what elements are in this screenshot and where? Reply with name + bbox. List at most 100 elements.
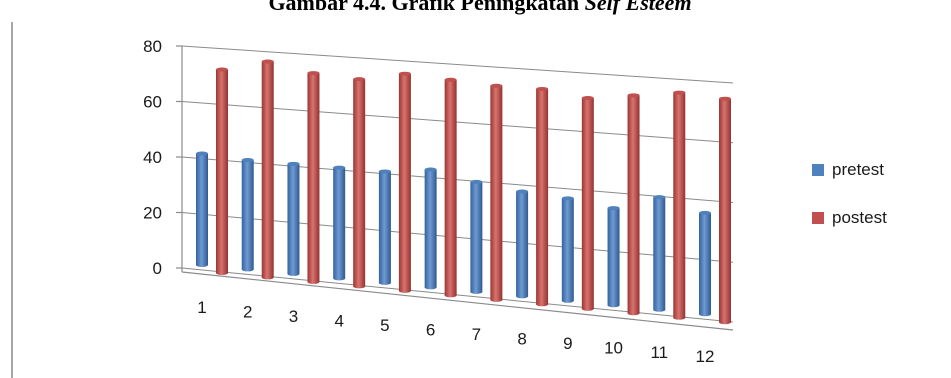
bar-body bbox=[653, 197, 666, 310]
x-tick-label: 2 bbox=[243, 302, 252, 321]
x-tick-labels: 1 2 3 4 5 6 7 8 9 10 11 12 bbox=[197, 298, 714, 366]
gridline-80 bbox=[181, 45, 734, 84]
bar-body bbox=[261, 61, 274, 278]
bar-body bbox=[378, 171, 391, 283]
bar-postest-4 bbox=[353, 77, 366, 289]
bar-top bbox=[261, 59, 274, 64]
bar-body bbox=[424, 169, 437, 288]
bar-top bbox=[307, 71, 320, 76]
bar-top bbox=[333, 165, 346, 170]
bar-bottom bbox=[719, 320, 731, 325]
bar-top bbox=[607, 206, 620, 211]
bar-top bbox=[699, 210, 711, 215]
bar-postest-12 bbox=[719, 96, 731, 325]
bar-body bbox=[241, 160, 254, 270]
bar-bottom bbox=[607, 303, 620, 308]
bar-pretest-2 bbox=[241, 158, 254, 272]
bar-top bbox=[536, 86, 549, 91]
x-axis bbox=[181, 271, 734, 331]
bar-postest-7 bbox=[490, 83, 503, 302]
bar-top bbox=[516, 189, 529, 194]
gridline-20 bbox=[181, 212, 734, 263]
bar-bottom bbox=[398, 288, 411, 293]
bar-postest-1 bbox=[216, 67, 228, 275]
legend-label-pretest: pretest bbox=[832, 160, 884, 179]
x-tick-label: 3 bbox=[289, 307, 298, 326]
bar-top bbox=[719, 96, 731, 101]
bar-top bbox=[398, 71, 411, 76]
bar-postest-3 bbox=[307, 71, 320, 284]
bar-body bbox=[333, 167, 346, 279]
legend-label-postest: postest bbox=[832, 208, 887, 227]
bar-bottom bbox=[470, 289, 483, 294]
y-tick-label: 60 bbox=[143, 93, 162, 112]
x-tick-label: 5 bbox=[380, 316, 389, 335]
bar-body bbox=[307, 73, 320, 282]
bar-bottom bbox=[627, 311, 640, 316]
bar-postest-5 bbox=[398, 71, 411, 293]
bar-pretest-10 bbox=[607, 206, 620, 308]
y-tick-labels: 0 20 40 60 80 bbox=[143, 37, 182, 278]
bar-bottom bbox=[561, 298, 574, 303]
bar-bottom bbox=[424, 285, 437, 290]
legend: pretest postest bbox=[812, 160, 887, 227]
bar-top bbox=[287, 161, 300, 166]
bar-pretest-9 bbox=[561, 196, 574, 303]
bar-body bbox=[627, 95, 640, 314]
bar-body bbox=[719, 98, 731, 323]
bar-body bbox=[581, 98, 594, 309]
bar-body bbox=[287, 163, 300, 274]
bar-body bbox=[398, 73, 411, 291]
bar-top bbox=[353, 77, 366, 82]
bar-top bbox=[627, 93, 640, 98]
bar-bottom bbox=[287, 271, 300, 276]
bar-body bbox=[353, 79, 366, 287]
x-tick-label: 12 bbox=[696, 347, 715, 366]
bar-body bbox=[516, 191, 529, 297]
chart-title-italic: Self Esteem bbox=[585, 0, 692, 15]
bar-pretest-5 bbox=[378, 169, 391, 285]
bar-body bbox=[490, 85, 503, 300]
bar-top bbox=[653, 195, 666, 200]
bar-postest-9 bbox=[581, 96, 594, 311]
bar-top bbox=[673, 90, 686, 95]
gridline-60 bbox=[181, 101, 734, 144]
bar-pretest-11 bbox=[653, 195, 666, 312]
bar-pretest-12 bbox=[699, 210, 711, 317]
bar-pretest-1 bbox=[196, 151, 208, 267]
bar-body bbox=[673, 92, 686, 318]
bar-bottom bbox=[307, 279, 320, 284]
bar-bottom bbox=[378, 280, 391, 285]
x-tick-label: 7 bbox=[472, 325, 481, 344]
bar-postest-11 bbox=[673, 90, 686, 320]
x-tick-label: 6 bbox=[426, 320, 435, 339]
bar-top bbox=[470, 179, 483, 184]
bar-bottom bbox=[581, 306, 594, 311]
gridline-0 bbox=[181, 267, 734, 323]
y-tick-label: 0 bbox=[153, 259, 162, 278]
chart-title: Gambar 4.4. Grafik Peningkatan Self Este… bbox=[268, 0, 691, 15]
bar-postest-10 bbox=[627, 93, 640, 316]
bar-pretest-7 bbox=[470, 179, 483, 294]
bar-top bbox=[444, 77, 457, 82]
y-tick-label: 80 bbox=[143, 37, 162, 56]
bar-body bbox=[470, 181, 483, 292]
x-tick-label: 11 bbox=[650, 343, 668, 362]
bar-bottom bbox=[353, 284, 366, 289]
bar-top bbox=[196, 151, 208, 156]
gridline-40 bbox=[181, 156, 734, 203]
bar-pretest-3 bbox=[287, 161, 300, 276]
legend-swatch-pretest bbox=[812, 164, 824, 176]
x-tick-label: 1 bbox=[197, 298, 206, 317]
bar-bottom bbox=[653, 307, 666, 312]
bar-bottom bbox=[261, 275, 274, 280]
chart-title-main: Gambar 4.4. Grafik Peningkatan bbox=[268, 0, 584, 15]
legend-swatch-postest bbox=[812, 212, 824, 224]
y-tick-label: 40 bbox=[143, 148, 162, 167]
bar-top bbox=[378, 169, 391, 174]
bar-body bbox=[196, 153, 208, 265]
gridlines bbox=[181, 45, 734, 323]
bar-bottom bbox=[699, 312, 711, 317]
bar-body bbox=[699, 212, 711, 315]
